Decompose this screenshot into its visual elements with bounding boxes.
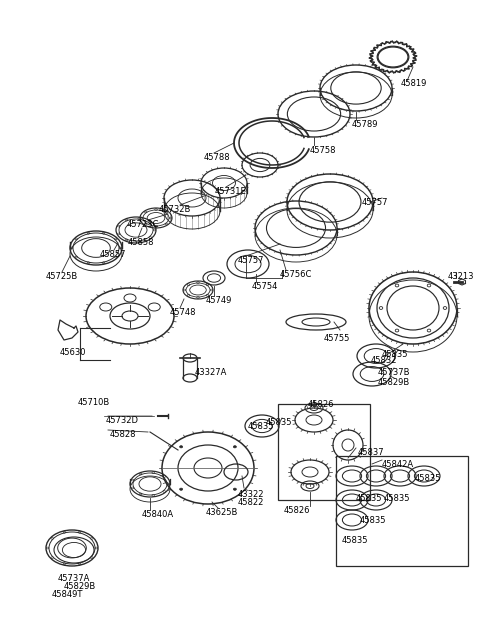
- Ellipse shape: [233, 446, 236, 448]
- Text: 45826: 45826: [284, 506, 311, 515]
- Text: 45732D: 45732D: [106, 416, 139, 425]
- Text: 45748: 45748: [170, 308, 196, 317]
- Text: 45723C: 45723C: [127, 220, 159, 229]
- Bar: [336, 456, 468, 566]
- Text: 45849T: 45849T: [52, 590, 84, 599]
- Bar: [278, 404, 370, 500]
- Text: 45710B: 45710B: [78, 398, 110, 407]
- Ellipse shape: [233, 488, 236, 490]
- Text: 45840A: 45840A: [142, 510, 174, 519]
- Text: 45835: 45835: [382, 350, 408, 359]
- Ellipse shape: [427, 329, 431, 332]
- Text: 45754: 45754: [252, 282, 278, 291]
- Text: 45835: 45835: [360, 516, 386, 525]
- Text: 45732B: 45732B: [159, 205, 192, 214]
- Text: 45749: 45749: [206, 296, 232, 305]
- Text: 45837: 45837: [358, 448, 384, 457]
- Text: 45835: 45835: [415, 474, 442, 483]
- Text: 45829B: 45829B: [378, 378, 410, 387]
- Text: 45826: 45826: [308, 400, 335, 409]
- Text: 45737A: 45737A: [58, 574, 90, 583]
- Ellipse shape: [379, 307, 383, 309]
- Text: 45788: 45788: [204, 153, 230, 162]
- Text: 45828: 45828: [110, 430, 136, 439]
- Text: 43213: 43213: [448, 272, 475, 281]
- Ellipse shape: [395, 329, 399, 332]
- Text: 45857: 45857: [100, 250, 127, 259]
- Text: 45819: 45819: [401, 79, 427, 88]
- Text: 45755: 45755: [324, 334, 350, 343]
- Text: 45829B: 45829B: [64, 582, 96, 591]
- Text: 45858: 45858: [128, 238, 155, 247]
- Text: 45835: 45835: [266, 418, 292, 427]
- Text: 43322: 43322: [238, 490, 264, 499]
- Text: 43327A: 43327A: [195, 368, 228, 377]
- Text: 45835: 45835: [356, 494, 383, 503]
- Text: 45737B: 45737B: [378, 368, 410, 377]
- Text: 45725B: 45725B: [46, 272, 78, 281]
- Text: 45832: 45832: [371, 356, 397, 365]
- Ellipse shape: [443, 307, 447, 309]
- Text: 45756C: 45756C: [280, 270, 312, 279]
- Text: 45757: 45757: [238, 256, 264, 265]
- Text: 45731E: 45731E: [215, 187, 247, 196]
- Text: 45758: 45758: [310, 146, 336, 155]
- Text: 45835: 45835: [384, 494, 410, 503]
- Text: 45757: 45757: [362, 198, 388, 207]
- Polygon shape: [58, 320, 78, 340]
- Text: 45842A: 45842A: [382, 460, 414, 469]
- Text: 45835: 45835: [248, 422, 275, 431]
- Ellipse shape: [395, 284, 399, 287]
- Text: 45789: 45789: [352, 120, 379, 129]
- Text: 45630: 45630: [60, 348, 86, 357]
- Ellipse shape: [427, 284, 431, 287]
- Text: 45822: 45822: [238, 498, 264, 507]
- Text: 43625B: 43625B: [206, 508, 239, 517]
- Ellipse shape: [180, 488, 182, 490]
- Ellipse shape: [180, 446, 182, 448]
- Text: 45835: 45835: [342, 536, 369, 545]
